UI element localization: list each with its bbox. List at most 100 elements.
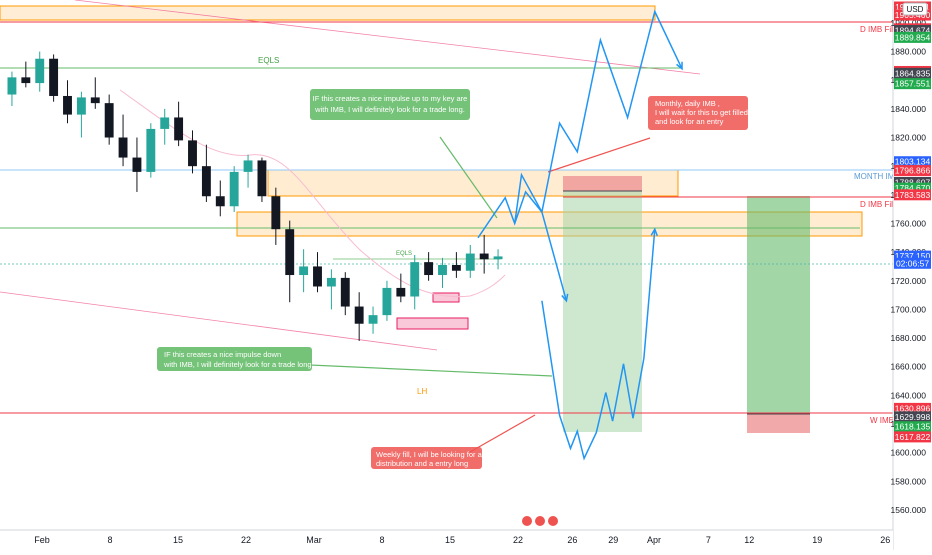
candle: [49, 54, 59, 102]
candle-body: [118, 137, 128, 158]
price-tag-bg: [894, 182, 931, 194]
d-imb-fill-top-zone: [0, 5, 656, 21]
candle: [243, 154, 253, 188]
price-tag-bg: [894, 257, 931, 269]
long-position-stop-2: [747, 414, 810, 433]
note3-line1: IF this creates a nice impulse down: [164, 350, 281, 359]
projection-paths-layer: [477, 9, 683, 461]
candle: [215, 180, 225, 217]
price-tag-label: 1618.135: [895, 422, 931, 432]
candle: [396, 273, 406, 303]
price-tag-label: 1894.674: [895, 26, 931, 36]
price-axis-bg: [893, 0, 932, 550]
price-tag-bg: [894, 165, 931, 177]
candle: [326, 269, 336, 310]
price-tag-label: 1889.854: [895, 32, 931, 42]
candle-body: [479, 253, 489, 260]
candle: [188, 130, 197, 174]
candle-body: [285, 229, 295, 276]
time-tick-label: 26: [567, 535, 577, 545]
us-flag-icon[interactable]: [548, 516, 558, 526]
candle-body: [493, 256, 503, 260]
price-tag: 1737.150: [894, 250, 931, 262]
price-tag: 1889.854: [894, 31, 931, 43]
level-label-d-imb-top: D IMB Fill: [860, 25, 895, 34]
price-tick-label: 1680.000: [891, 333, 927, 343]
time-tick-label: 26: [880, 535, 890, 545]
candle: [104, 94, 114, 145]
time-tick-label: 8: [379, 535, 384, 545]
us-flag-icon[interactable]: [535, 516, 545, 526]
projection-path: [513, 172, 568, 301]
candle: [63, 80, 72, 124]
price-tag-label: 02:06:57: [896, 258, 929, 268]
imb-box-2: [396, 317, 469, 330]
price-tag-label: 1864.835: [895, 68, 931, 78]
candle-body: [340, 277, 350, 307]
imb-box-1: [432, 292, 460, 303]
time-tick-label: Feb: [34, 535, 50, 545]
candle: [271, 187, 281, 245]
event-icons: [522, 516, 558, 526]
price-tag: 02:06:57: [894, 257, 931, 269]
candle: [21, 61, 31, 88]
price-tick-label: 1600.000: [891, 448, 927, 458]
note2-line3: and look for an entry: [655, 117, 724, 126]
candle-body: [132, 157, 142, 172]
time-tick-label: 12: [744, 535, 754, 545]
candle-body: [243, 160, 253, 172]
time-tick-label: 8: [107, 535, 112, 545]
candle-body: [63, 95, 72, 115]
candle: [451, 252, 461, 278]
price-tag-bg: [894, 402, 931, 414]
time-tick-label: 19: [812, 535, 822, 545]
price-tag-label: 1784.670: [895, 183, 931, 193]
candle-body: [326, 277, 336, 287]
candle-body: [76, 97, 86, 115]
candle: [146, 123, 156, 178]
time-tick-label: Apr: [647, 535, 661, 545]
note4-line1: Weekly fill, I will be looking for a: [376, 450, 483, 459]
note-3: IF this creates a nice impulse down with…: [157, 347, 314, 371]
candle: [382, 280, 392, 321]
time-tick-label: 7: [706, 535, 711, 545]
candle-body: [382, 287, 392, 316]
price-tag-label: 1617.822: [895, 432, 931, 442]
candle-body: [229, 171, 239, 207]
level-label-month-imb: MONTH IMB: [854, 172, 900, 181]
candle: [160, 108, 170, 145]
candle: [354, 292, 364, 341]
candle-body: [160, 117, 170, 129]
price-tag-bg: [894, 189, 931, 201]
candle: [465, 244, 475, 278]
projection-arrowhead: [561, 293, 569, 303]
moving-average-line: [119, 89, 506, 298]
candle-body: [201, 166, 211, 197]
candle: [424, 252, 434, 281]
price-tick-label: 1900.000: [891, 18, 927, 28]
candle-body: [7, 77, 17, 95]
candle: [90, 77, 100, 109]
candle-body: [188, 140, 197, 167]
projection-path: [477, 9, 683, 239]
price-tag: 1783.583: [894, 189, 931, 201]
price-tag-label: 1796.866: [895, 166, 931, 176]
currency-badge[interactable]: [902, 2, 928, 16]
price-tag-label: 1737.150: [895, 251, 931, 261]
note3-pointer: [309, 364, 553, 377]
candle: [479, 234, 489, 274]
price-tag-label: 1803.134: [895, 157, 931, 167]
us-flag-icon[interactable]: [522, 516, 532, 526]
candle: [438, 257, 447, 288]
candle: [229, 166, 239, 212]
long-position-stop-1: [563, 176, 642, 191]
price-tag: 1617.822: [894, 431, 931, 443]
price-tag: 1796.866: [894, 165, 931, 177]
time-tick-label: 22: [241, 535, 251, 545]
long-position-target-1: [563, 191, 642, 432]
price-tag: 1784.670: [894, 182, 931, 194]
projection-arrowhead: [676, 61, 683, 71]
price-tag-bg: [894, 411, 931, 423]
